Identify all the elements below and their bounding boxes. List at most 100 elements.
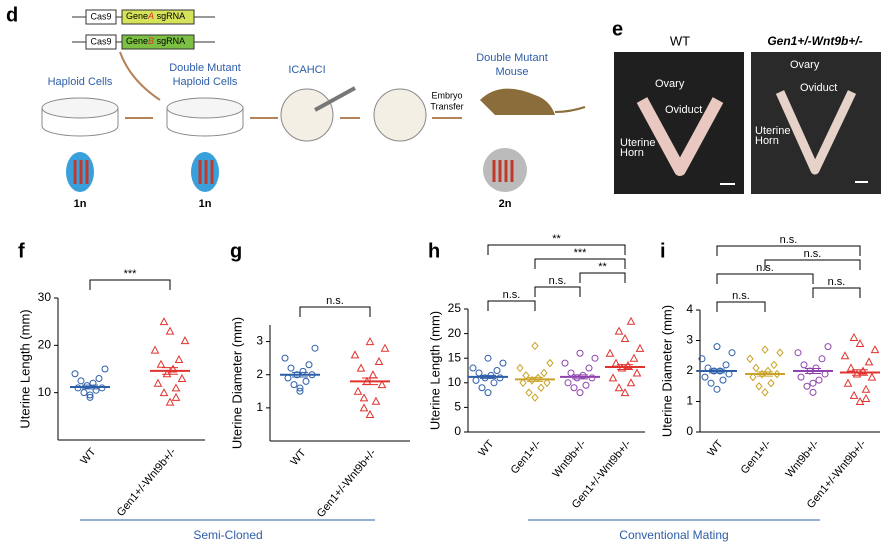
point — [499, 359, 507, 367]
y-tick-label: 3 — [256, 334, 263, 348]
gene-label: GeneB sgRNA — [126, 36, 185, 46]
y-tick-label: 20 — [38, 338, 52, 352]
bracket — [812, 287, 861, 298]
bracket — [299, 306, 371, 317]
significance: n.s. — [828, 276, 846, 288]
bracket — [487, 300, 536, 311]
construct: Cas9 GeneA sgRNA Cas9 GeneB sgRNA — [72, 9, 215, 101]
point — [614, 326, 624, 335]
point — [490, 379, 498, 387]
point — [493, 367, 501, 374]
point — [365, 337, 375, 346]
ploidy: 1n — [74, 198, 87, 210]
error-bar — [852, 369, 868, 376]
panel-label: e — [612, 18, 623, 40]
annot: Oviduct — [665, 104, 702, 116]
point — [707, 379, 715, 387]
x-tick-label: WT — [705, 438, 725, 459]
point — [561, 359, 569, 367]
point — [171, 383, 181, 392]
point — [525, 388, 533, 397]
gene-label: GeneA sgRNA — [126, 11, 185, 21]
point — [800, 361, 808, 369]
bracket — [764, 259, 861, 270]
group-label: Semi-Cloned — [193, 528, 262, 542]
point — [311, 344, 319, 352]
annot: Uterine — [755, 125, 790, 137]
point — [608, 373, 618, 382]
y-tick-label: 5 — [454, 400, 461, 414]
ploidy: 1n — [199, 198, 212, 210]
y-axis-label: Uterine Diameter (mm) — [229, 317, 244, 449]
point — [867, 372, 877, 381]
point — [71, 370, 79, 378]
point — [156, 359, 166, 368]
cas9: Cas9 — [90, 11, 111, 21]
label: Mouse — [495, 66, 528, 78]
label: Double Mutant — [169, 62, 241, 74]
point — [776, 348, 784, 357]
photo-title: WT — [670, 33, 690, 48]
point — [582, 381, 590, 389]
bracket — [487, 244, 626, 255]
annot: Oviduct — [800, 82, 837, 94]
error-bar — [362, 377, 378, 386]
point — [359, 393, 369, 402]
point — [719, 376, 727, 384]
point — [353, 386, 363, 395]
point — [818, 355, 826, 363]
point — [95, 374, 103, 382]
y-axis-label: Uterine Length (mm) — [427, 311, 442, 430]
point — [281, 354, 289, 362]
point — [365, 409, 375, 418]
point — [605, 348, 615, 357]
point — [794, 349, 802, 357]
error-bar — [617, 364, 633, 371]
label: Transfer — [430, 101, 463, 111]
point — [722, 361, 730, 369]
point — [546, 358, 554, 368]
error-bar — [292, 371, 308, 378]
x-tick-label: WT — [476, 438, 496, 459]
significance: ** — [552, 233, 561, 245]
y-tick-label: 1 — [256, 400, 263, 414]
y-tick-label: 2 — [686, 363, 693, 377]
point — [472, 376, 480, 384]
label: Double Mutant — [476, 52, 548, 64]
point — [861, 393, 871, 402]
point — [585, 364, 593, 372]
point — [177, 373, 187, 382]
point — [614, 383, 624, 392]
point — [713, 385, 721, 393]
point — [815, 376, 823, 384]
point — [296, 387, 304, 395]
significance: ** — [598, 261, 607, 273]
group-label: Conventional Mating — [619, 528, 728, 542]
point — [846, 363, 856, 372]
point — [159, 317, 169, 326]
error-bar — [572, 374, 588, 380]
point — [824, 343, 832, 351]
error-bar — [162, 367, 178, 375]
error-bar — [82, 384, 98, 390]
point — [755, 381, 763, 391]
point — [611, 358, 621, 367]
point — [519, 378, 527, 388]
point — [531, 393, 539, 402]
point — [591, 354, 599, 362]
point — [537, 383, 545, 392]
point — [626, 316, 636, 325]
y-tick-label: 30 — [38, 290, 52, 304]
y-tick-label: 2 — [256, 367, 263, 381]
y-tick-label: 20 — [448, 326, 462, 340]
bracket — [534, 258, 626, 269]
cas9: Cas9 — [90, 36, 111, 46]
annot: Ovary — [790, 59, 820, 71]
point — [713, 343, 721, 351]
y-tick-label: 1 — [686, 394, 693, 408]
point — [531, 341, 539, 351]
error-bar — [757, 371, 773, 377]
point — [484, 389, 492, 397]
point — [843, 378, 853, 387]
point — [371, 396, 381, 405]
